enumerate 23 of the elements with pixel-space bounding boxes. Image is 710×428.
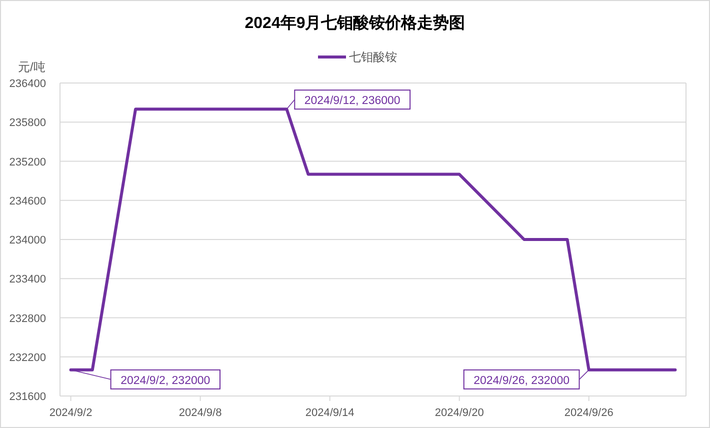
y-tick-label: 232200 <box>9 352 46 364</box>
x-tick-label: 2024/9/20 <box>434 407 484 419</box>
x-tick-label: 2024/9/14 <box>305 407 354 419</box>
y-tick-label: 235800 <box>9 117 46 130</box>
chart-title: 2024年9月七钼酸铵价格走势图 <box>244 14 466 32</box>
annotation: 2024/9/12, 236000 <box>286 90 411 110</box>
legend: 七钼酸铵 <box>318 50 397 64</box>
annotation: 2024/9/2, 232000 <box>120 374 210 387</box>
legend-label: 七钼酸铵 <box>349 50 397 64</box>
y-axis-title: 元/吨 <box>18 60 46 74</box>
annotation: 2024/9/26, 232000 <box>463 369 590 390</box>
x-tick-label: 2024/9/2 <box>49 407 92 419</box>
y-tick-label: 231600 <box>9 391 46 403</box>
x-tick-label: 2024/9/26 <box>564 407 614 419</box>
x-tick-label: 2024/9/8 <box>178 407 222 419</box>
y-tick-label: 236400 <box>9 78 46 90</box>
y-tick-label: 233400 <box>9 274 46 286</box>
y-tick-label: 235200 <box>9 156 46 168</box>
y-tick-label: 232800 <box>9 312 46 325</box>
annotation: 2024/9/12, 236000 <box>304 95 400 108</box>
y-tick-label: 234000 <box>9 234 46 246</box>
annotation: 2024/9/26, 232000 <box>474 374 570 387</box>
y-tick-label: 234600 <box>9 195 46 208</box>
